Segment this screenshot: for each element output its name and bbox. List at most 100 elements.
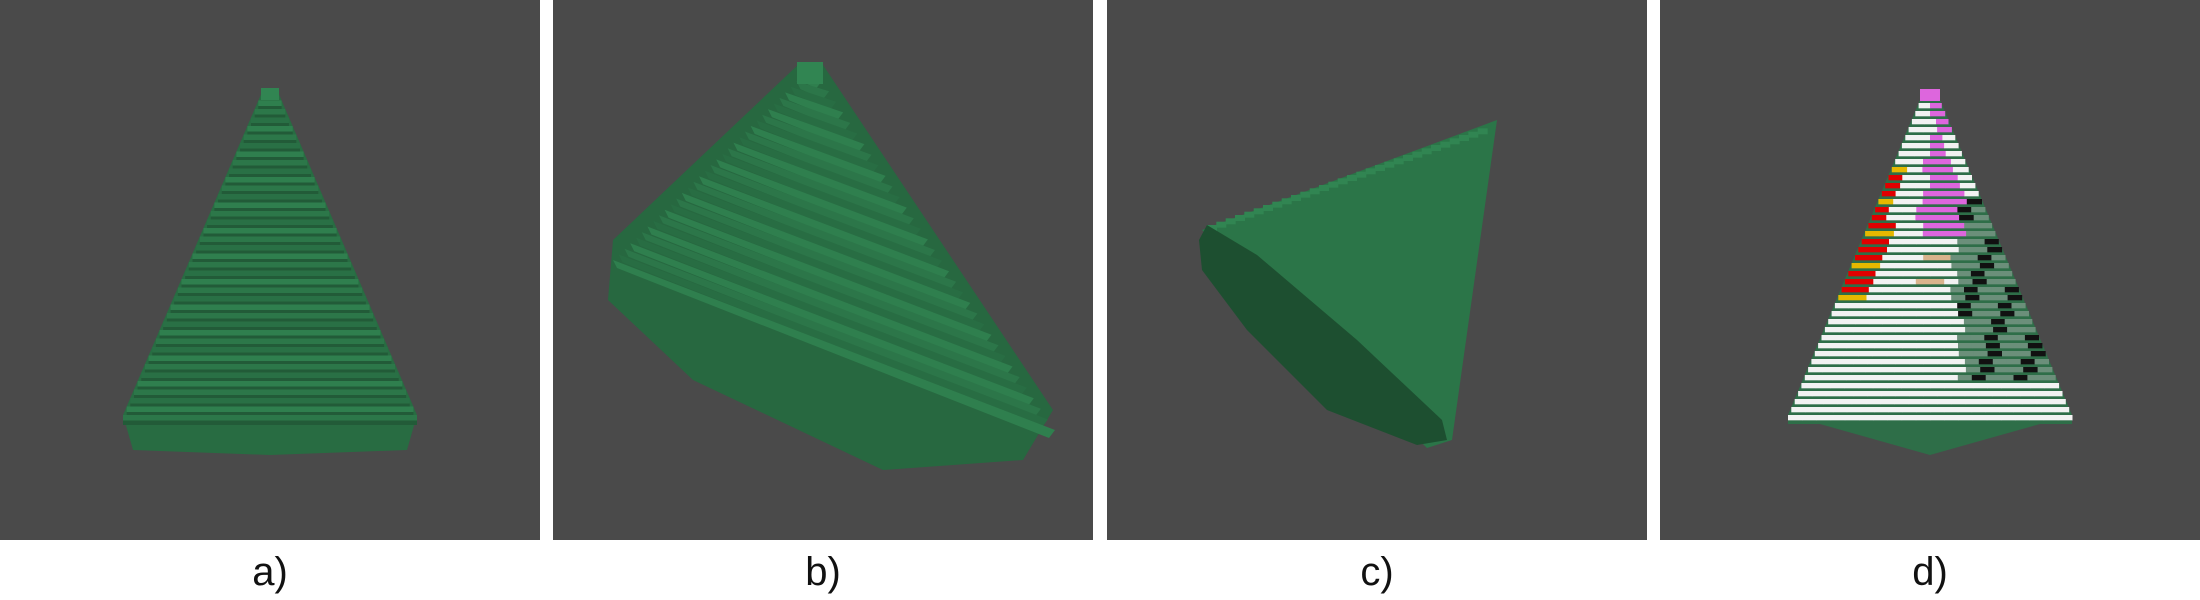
- voxel-cluster-cell: [1861, 271, 1876, 277]
- voxel-layer-shadow: [144, 369, 395, 374]
- voxel-cluster-cell: [1971, 207, 1986, 213]
- voxel-cluster-cell: [1922, 167, 1939, 173]
- voxel-layer-shadow: [185, 276, 355, 281]
- voxel-cluster-cell: [1985, 407, 2000, 413]
- voxel-cluster-cell: [1979, 263, 1995, 269]
- voxel-cluster-cell: [1882, 319, 1897, 325]
- voxel-cluster-cell: [1973, 351, 1989, 357]
- voxel-cluster-cell: [1991, 319, 2006, 325]
- voxel-cluster-cell: [1887, 415, 1903, 421]
- voxel-step: [1253, 208, 1264, 215]
- voxel-step: [1328, 181, 1339, 188]
- voxel-cluster-cell: [1824, 327, 1840, 333]
- voxel-cluster-cell: [1952, 167, 1969, 173]
- voxel-cluster-cell: [1966, 199, 1982, 205]
- voxel-layer-gap: [1801, 388, 2059, 392]
- voxel-cluster-cell: [1894, 263, 1910, 269]
- voxel-cluster-cell: [1930, 183, 1946, 189]
- voxel-cluster-cell: [1885, 183, 1901, 189]
- voxel-cluster-cell: [1972, 311, 1987, 317]
- voxel-cluster-cell: [2016, 351, 2032, 357]
- voxel-cluster-cell: [1902, 271, 1917, 277]
- voxel-cluster-cell: [1965, 327, 1980, 333]
- voxel-cluster-cell: [2044, 383, 2060, 389]
- voxel-cluster-cell: [1828, 319, 1843, 325]
- voxel-cluster-cell: [1971, 239, 1986, 245]
- voxel-cluster-cell: [1874, 375, 1889, 381]
- voxel-step: [1291, 195, 1301, 201]
- voxel-cluster-cell: [2030, 383, 2045, 389]
- voxel-cluster-cell: [1868, 319, 1883, 325]
- voxel-cluster-cell: [1834, 303, 1849, 309]
- cone-c-voxels: [1199, 120, 1497, 448]
- voxel-cluster-cell: [1930, 351, 1945, 357]
- voxel-cluster-cell: [1994, 399, 2009, 405]
- voxel-layer: [243, 134, 297, 140]
- voxel-cluster-cell: [1916, 271, 1931, 277]
- voxel-cluster-cell: [1991, 287, 2006, 293]
- voxel-cluster-cell: [2020, 391, 2035, 397]
- voxel-cluster-cell: [2021, 327, 2036, 333]
- voxel-layer-gap: [1898, 156, 1962, 160]
- voxel-cluster-cell: [1971, 343, 1987, 349]
- voxel-band: [635, 237, 1027, 396]
- voxel-cluster-cell: [1867, 391, 1882, 397]
- voxel-layer: [229, 168, 311, 174]
- voxel-cluster-cell: [1978, 359, 1994, 365]
- voxel-cluster-cell: [1865, 367, 1881, 373]
- voxel-layer: [199, 236, 341, 242]
- voxel-band: [613, 260, 1055, 438]
- voxel-layer-gap: [1855, 260, 2005, 264]
- voxel-layer-shadow: [240, 148, 300, 153]
- voxel-cluster-cell: [1845, 311, 1861, 317]
- voxel-cluster-cell: [1914, 151, 1931, 157]
- voxel-cluster-cell: [1924, 119, 1937, 125]
- voxel-step: [1365, 168, 1376, 175]
- voxel-cluster-cell: [2008, 399, 2023, 405]
- voxel-layer-shadow: [196, 250, 344, 255]
- voxel-layer-shadow: [258, 106, 282, 111]
- voxel-cluster-cell: [1930, 239, 1945, 245]
- voxel-cluster-cell: [1916, 207, 1931, 213]
- voxel-cluster-cell: [1909, 223, 1924, 229]
- voxel-cluster-cell: [1868, 287, 1883, 293]
- voxel-cone-front: [123, 88, 417, 455]
- voxel-cluster-cell: [1895, 391, 1910, 397]
- voxel-cluster-cell: [1923, 319, 1938, 325]
- voxel-cluster-cell: [1998, 271, 2013, 277]
- voxel-cluster-cell: [1823, 399, 1838, 405]
- voxel-layer-gap: [1915, 116, 1945, 120]
- voxel-layer-shadow: [123, 420, 417, 425]
- voxel-cluster-cell: [1901, 143, 1917, 149]
- voxel-cluster-cell: [1873, 415, 1888, 421]
- cone-b-tip: [797, 62, 823, 84]
- voxel-cluster-cell: [1882, 223, 1897, 229]
- voxel-cluster-cell: [1908, 231, 1924, 237]
- voxel-cluster-cell: [1930, 151, 1947, 157]
- voxel-cluster-cell: [1832, 407, 1848, 413]
- voxel-cluster-cell: [1986, 311, 2001, 317]
- voxel-cluster-cell: [1930, 375, 1945, 381]
- cone-d-voxels: [1788, 89, 2073, 455]
- voxel-cluster-cell: [1881, 191, 1897, 197]
- voxel-cluster-cell: [1889, 239, 1904, 245]
- voxel-cluster-cell: [1907, 199, 1924, 205]
- voxel-cluster-cell: [1930, 383, 1945, 389]
- voxel-cluster-cell: [2022, 399, 2038, 405]
- voxel-layer: [214, 202, 326, 208]
- voxel-cluster-cell: [1867, 359, 1882, 365]
- voxel-cluster-cell: [1798, 391, 1813, 397]
- voxel-cluster-cell: [2002, 351, 2017, 357]
- voxel-layer: [207, 219, 333, 225]
- voxel-layer-gap: [1875, 212, 1985, 216]
- voxel-cluster-cell: [1930, 103, 1942, 109]
- voxel-cluster-cell: [1930, 143, 1945, 149]
- voxel-cluster-cell: [2011, 335, 2026, 341]
- voxel-cluster-cell: [2037, 367, 2053, 373]
- voxel-cluster-cell: [1951, 231, 1967, 237]
- voxel-layer: [177, 287, 363, 293]
- voxel-cluster-cell: [1808, 399, 1824, 405]
- voxel-cluster-cell: [1862, 335, 1877, 341]
- voxel-cluster-cell: [2030, 351, 2046, 357]
- voxel-cluster-cell: [1937, 359, 1952, 365]
